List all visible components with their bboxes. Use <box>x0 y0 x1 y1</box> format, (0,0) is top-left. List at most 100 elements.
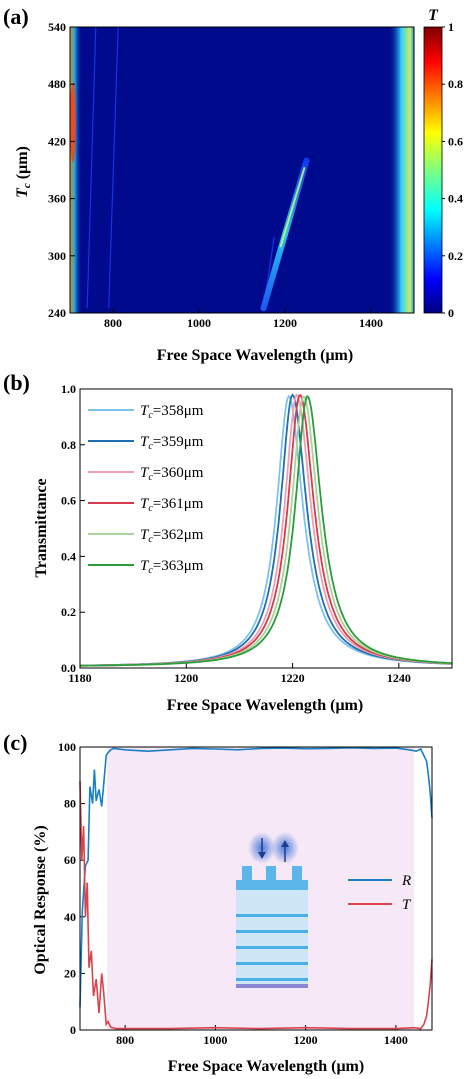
bragg-layer <box>236 962 308 965</box>
reflected-arrowhead-icon <box>281 840 289 847</box>
legend-entry: Tc=361μm <box>140 496 204 514</box>
legend-var: T <box>140 403 150 419</box>
grating-tooth <box>266 866 276 880</box>
series-line-3 <box>80 393 453 667</box>
y-tick-label: 0.6 <box>61 494 76 508</box>
y-tick-label: 40 <box>64 910 76 924</box>
legend-sub: c <box>148 534 153 545</box>
legend-sub: c <box>148 565 153 576</box>
heatmap-y-label-main: T <box>14 187 31 198</box>
legend-var: T <box>140 527 150 543</box>
optical-legend: RT <box>348 873 412 913</box>
colorbar-tick-label: 0 <box>448 306 454 320</box>
series-line-R <box>79 746 433 1008</box>
optical-x-axis-label: Free Space Wavelength (μm) <box>168 1058 364 1075</box>
x-tick-label: 1200 <box>294 1033 318 1047</box>
panel-c: (c) 800 1000 1200 1400 0 20 40 60 80 100 Free Spa… <box>3 730 433 1075</box>
bragg-layer <box>236 914 308 917</box>
legend-entry: R <box>401 873 411 889</box>
bottom-layer <box>236 984 308 988</box>
bragg-layer <box>236 946 308 949</box>
faint-resonance-streak <box>86 26 97 309</box>
left-edge-hotspot <box>70 82 76 163</box>
legend-var: T <box>140 496 150 512</box>
grating-base <box>236 880 308 890</box>
transmittance-y-axis-label: Transmittance <box>33 478 50 577</box>
y-tick-label: 240 <box>48 306 66 320</box>
colorbar-tick-label: 0.6 <box>448 134 463 148</box>
legend-entry: Tc=363μm <box>140 558 204 576</box>
colorbar-gradient <box>423 26 443 314</box>
colorbar-label: T <box>428 7 439 24</box>
legend-sub: c <box>148 441 153 452</box>
series-line-4 <box>80 395 452 667</box>
colorbar-tick-label: 1 <box>448 20 454 34</box>
x-tick-label: 1400 <box>359 316 383 330</box>
optical-frame <box>79 746 433 1031</box>
x-tick-label: 1200 <box>174 671 198 685</box>
x-tick-label: 1000 <box>187 316 211 330</box>
device-schematic-icon <box>236 832 308 988</box>
heatmap-y-label-sub: c <box>21 183 33 188</box>
heatmap-x-axis-label: Free Space Wavelength (μm) <box>157 347 353 364</box>
legend-entry: Tc=358μm <box>140 403 204 421</box>
bragg-layers <box>236 914 308 981</box>
y-tick-label: 100 <box>58 740 76 754</box>
legend-value: =359μm <box>153 434 204 450</box>
legend-var: T <box>140 558 150 574</box>
y-tick-label: 80 <box>64 797 76 811</box>
optical-y-axis-label: Optical Response (%) <box>32 825 49 974</box>
y-tick-label: 0 <box>70 1023 76 1037</box>
colorbar-tick-label: 0.4 <box>448 192 463 206</box>
bragg-layer <box>236 978 308 981</box>
legend-sub: c <box>148 472 153 483</box>
panel-b: (b) 1180 1200 1220 1240 0.0 0.2 0.4 0.6 0.8 1.0 F… <box>3 370 453 714</box>
y-tick-label: 540 <box>48 20 66 34</box>
right-edge-band <box>388 27 414 313</box>
resonance-peak-line <box>279 167 306 248</box>
x-tick-label: 1220 <box>281 671 305 685</box>
legend-var: T <box>140 434 150 450</box>
transmittance-frame <box>79 388 453 669</box>
x-tick-label: 1180 <box>68 671 91 685</box>
grating-tooth <box>242 866 252 880</box>
y-tick-label: 0.4 <box>61 549 76 563</box>
colorbar-tick-label: 0.8 <box>448 77 463 91</box>
legend-value: =360μm <box>153 465 204 481</box>
legend-entry: Tc=360μm <box>140 465 204 483</box>
y-tick-label: 300 <box>48 249 66 263</box>
colorbar-tick-label: 0.2 <box>448 249 463 263</box>
panel-c-label: (c) <box>3 730 27 755</box>
x-tick-label: 1000 <box>203 1033 227 1047</box>
x-tick-label: 800 <box>116 1033 134 1047</box>
legend-entry: Tc=359μm <box>140 434 204 452</box>
x-tick-label: 800 <box>104 316 122 330</box>
heatmap-background <box>70 27 414 313</box>
faint-resonance-streak <box>108 26 119 309</box>
legend-sub: c <box>148 410 153 421</box>
y-tick-label: 360 <box>48 192 66 206</box>
substrate-block <box>236 890 308 986</box>
y-tick-label: 480 <box>48 77 66 91</box>
y-tick-label: 20 <box>64 966 76 980</box>
grating-tooth <box>292 866 302 880</box>
x-tick-label: 1400 <box>384 1033 408 1047</box>
heatmap-y-label-unit: (μm) <box>14 146 31 183</box>
panel-b-label: (b) <box>3 370 30 395</box>
y-tick-label: 0.8 <box>61 438 76 452</box>
y-tick-label: 420 <box>48 134 66 148</box>
panel-a-label: (a) <box>3 4 29 29</box>
legend-value: =361μm <box>153 496 204 512</box>
y-tick-label: 0.2 <box>61 605 76 619</box>
left-edge-band <box>70 27 82 313</box>
x-tick-label: 1240 <box>387 671 411 685</box>
y-tick-label: 60 <box>64 853 76 867</box>
legend-value: =363μm <box>153 558 204 574</box>
y-tick-label: 0.0 <box>61 661 76 675</box>
legend-sub: c <box>148 503 153 514</box>
series-line-5 <box>80 394 452 667</box>
y-tick-label: 1.0 <box>61 382 76 396</box>
transmittance-x-axis-label: Free Space Wavelength (μm) <box>167 697 363 714</box>
legend-value: =358μm <box>153 403 204 419</box>
